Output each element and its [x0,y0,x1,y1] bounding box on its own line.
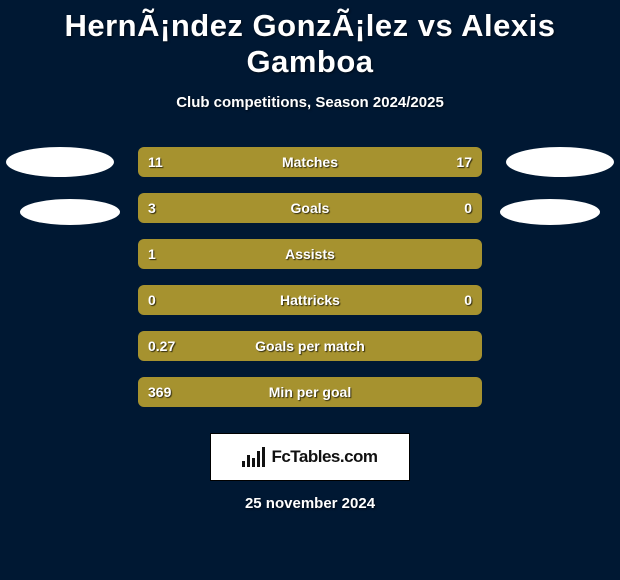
stat-row: 00Hattricks [138,285,482,315]
page-subtitle: Club competitions, Season 2024/2025 [0,94,620,111]
stat-metric-label: Goals per match [138,331,482,361]
stat-bars-container: 1117Matches 30Goals 1Assists 00Hattricks 0.2… [138,147,482,423]
date-text: 25 november 2024 [0,495,620,512]
logo-text: FcTables.com [271,447,377,467]
stat-metric-label: Min per goal [138,377,482,407]
stat-metric-label: Matches [138,147,482,177]
fctables-logo: FcTables.com [210,433,410,481]
stat-metric-label: Hattricks [138,285,482,315]
stat-row: 1117Matches [138,147,482,177]
player-left-avatar-placeholder-1 [6,147,114,177]
stat-metric-label: Goals [138,193,482,223]
stat-metric-label: Assists [138,239,482,269]
stat-row: 0.27Goals per match [138,331,482,361]
player-right-avatar-placeholder-2 [500,199,600,225]
stat-row: 30Goals [138,193,482,223]
player-left-avatar-placeholder-2 [20,199,120,225]
page-title: HernÃ¡ndez GonzÃ¡lez vs Alexis Gamboa [0,0,620,80]
stat-row: 1Assists [138,239,482,269]
player-right-avatar-placeholder-1 [506,147,614,177]
stat-row: 369Min per goal [138,377,482,407]
logo-bars-icon [242,447,265,467]
